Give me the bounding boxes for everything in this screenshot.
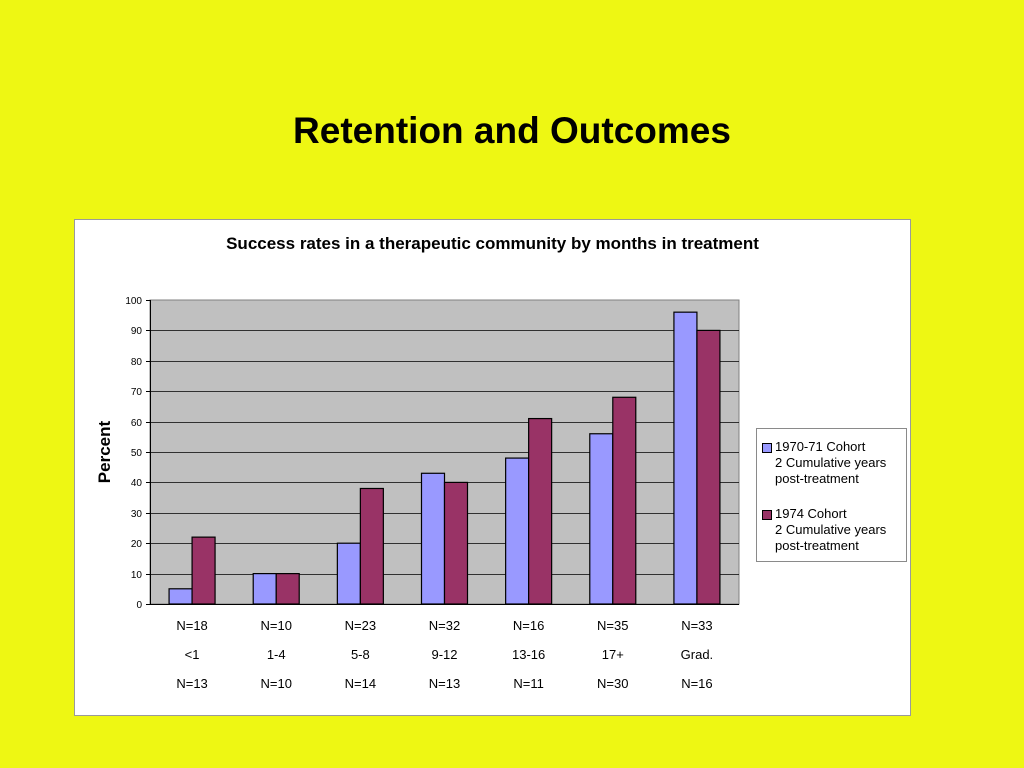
chart-title: Success rates in a therapeutic community… <box>226 234 759 253</box>
legend-label-1970: 1970-71 Cohort 2 Cumulative years post-t… <box>775 439 887 486</box>
y-tick-label: 40 <box>131 478 143 489</box>
y-tick-label: 80 <box>131 357 143 368</box>
bar-1970-0 <box>168 588 193 605</box>
category-label: 1-4 <box>267 647 286 662</box>
category-n-1970: N=18 <box>176 618 207 633</box>
bar-1974-4 <box>528 417 553 605</box>
y-tick-label: 100 <box>125 296 142 307</box>
category-n-1974: N=13 <box>429 676 460 691</box>
bar-1970-1 <box>252 572 277 605</box>
bar-1970-4 <box>505 457 530 605</box>
legend-swatch-1974 <box>762 510 772 520</box>
bar-1970-6 <box>673 311 698 605</box>
y-tick-label: 60 <box>131 418 143 429</box>
y-tick-label: 0 <box>136 600 142 611</box>
category-label: <1 <box>185 647 200 662</box>
category-n-1970: N=23 <box>345 618 376 633</box>
category-n-1974: N=13 <box>176 676 207 691</box>
category-label: 17+ <box>602 647 624 662</box>
category-n-1974: N=16 <box>681 676 712 691</box>
category-label: Grad. <box>681 647 714 662</box>
y-tick-label: 50 <box>131 448 143 459</box>
legend-swatch-1970 <box>762 443 772 453</box>
category-n-1970: N=10 <box>260 618 291 633</box>
category-label: 13-16 <box>512 647 545 662</box>
category-n-1970: N=33 <box>681 618 712 633</box>
y-tick-label: 20 <box>131 539 143 550</box>
bar-1974-6 <box>696 329 721 605</box>
y-tick-label: 30 <box>131 509 143 520</box>
category-n-1974: N=30 <box>597 676 628 691</box>
category-label: 5-8 <box>351 647 370 662</box>
y-tick-label: 70 <box>131 387 143 398</box>
slide-title: Retention and Outcomes <box>293 110 731 151</box>
bar-1970-3 <box>420 472 446 605</box>
legend-label-1974: 1974 Cohort 2 Cumulative years post-trea… <box>775 506 887 553</box>
category-n-1970: N=16 <box>513 618 544 633</box>
y-tick-label: 90 <box>131 326 143 337</box>
bar-1970-2 <box>336 542 361 605</box>
chart-legend: 1970-71 Cohort 2 Cumulative years post-t… <box>756 428 907 562</box>
bar-1970-5 <box>589 433 614 605</box>
y-axis-label: Percent <box>95 420 114 483</box>
bar-1974-2 <box>359 487 384 605</box>
category-n-1974: N=11 <box>513 676 543 691</box>
bar-1974-0 <box>191 536 216 605</box>
category-label: 9-12 <box>431 647 457 662</box>
category-n-1970: N=35 <box>597 618 628 633</box>
bar-1974-5 <box>612 396 637 605</box>
category-n-1970: N=32 <box>429 618 460 633</box>
y-tick-label: 10 <box>131 570 143 581</box>
bar-1974-3 <box>443 481 469 605</box>
bar-1974-1 <box>275 572 300 605</box>
category-n-1974: N=10 <box>260 676 291 691</box>
category-n-1974: N=14 <box>345 676 376 691</box>
